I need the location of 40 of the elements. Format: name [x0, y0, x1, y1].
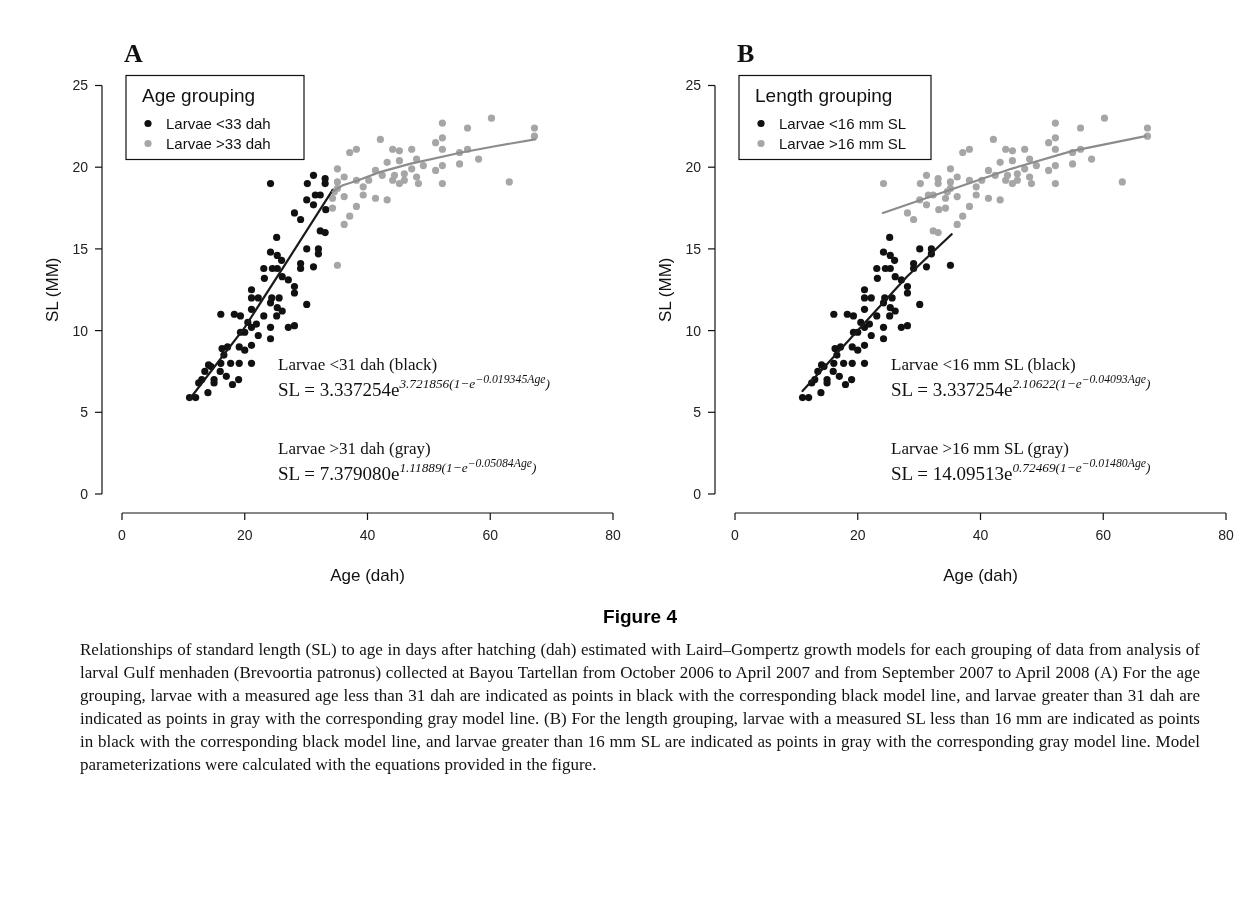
x-axis-title: Age (dah)	[330, 566, 405, 585]
x-tick-label: 60	[1095, 527, 1112, 543]
legend-title: Length grouping	[755, 84, 893, 106]
annotation: Larvae >31 dah (gray)	[278, 439, 431, 458]
y-axis-title: SL (MM)	[43, 257, 62, 323]
legend-label: Larvae <33 dah	[166, 114, 271, 132]
y-axis-title: SL (MM)	[656, 257, 675, 323]
x-tick-label: 40	[972, 527, 989, 543]
x-tick-label: 80	[1218, 527, 1234, 543]
y-tick-label: 0	[693, 485, 702, 502]
legend-label: Larvae <16 mm SL	[779, 114, 907, 132]
text: Relationships of standard length (SL) to age in days after hatching (dah) estimated with Laird–Gompertz growth models for each grouping of data from analysis of larval Gulf menhaden (Brevoortia patronus) collected at Bayou Tartellan from October 2006 to April 2007 and from September 2007 to April 2008 (A) For the age grouping, larvae with a measured age less than 31 dah are indicated as points in black with the corresponding black model line, and larvae greater than 31 dah are indicated as points in gray with the corresponding gray model line. (B) For the length grouping, larvae with a measured SL less than 16 mm are indicated as points in black with the corresponding black model line, and larvae greater than 16 mm SL are indicated as points in gray with the corresponding gray model line. Model parameterizations were calculated with the equations provided in the figure.	[80, 639, 1200, 776]
x-tick-label: 0	[731, 527, 740, 543]
y-tick-label: 20	[685, 159, 702, 176]
legend-label: Larvae >33 dah	[166, 134, 271, 152]
annotation: Larvae >16 mm SL (gray)	[891, 439, 1069, 458]
y-tick-label: 0	[80, 485, 89, 502]
annotation: Larvae <16 mm SL (black)	[891, 355, 1076, 374]
legend-label: Larvae >16 mm SL	[779, 134, 907, 152]
chart-title: B	[737, 39, 755, 68]
text: Figure 4	[602, 606, 678, 628]
y-tick-label: 10	[72, 322, 89, 339]
y-tick-label: 15	[72, 240, 89, 257]
y-tick-label: 5	[693, 404, 702, 421]
y-tick-label: 25	[685, 77, 702, 94]
y-tick-label: 15	[685, 240, 702, 257]
x-tick-label: 20	[849, 527, 866, 543]
x-axis-title: Age (dah)	[943, 566, 1018, 585]
legend-title: Age grouping	[142, 84, 256, 106]
x-tick-label: 40	[359, 527, 376, 543]
x-tick-label: 0	[118, 527, 127, 543]
x-tick-label: 60	[482, 527, 499, 543]
y-tick-label: 5	[80, 404, 89, 421]
x-tick-label: 20	[236, 527, 253, 543]
y-tick-label: 20	[72, 159, 89, 176]
annotation: Larvae <31 dah (black)	[278, 355, 438, 374]
y-tick-label: 25	[72, 77, 89, 94]
y-tick-label: 10	[685, 322, 702, 339]
chart-title: A	[124, 39, 143, 68]
x-tick-label: 80	[605, 527, 621, 543]
